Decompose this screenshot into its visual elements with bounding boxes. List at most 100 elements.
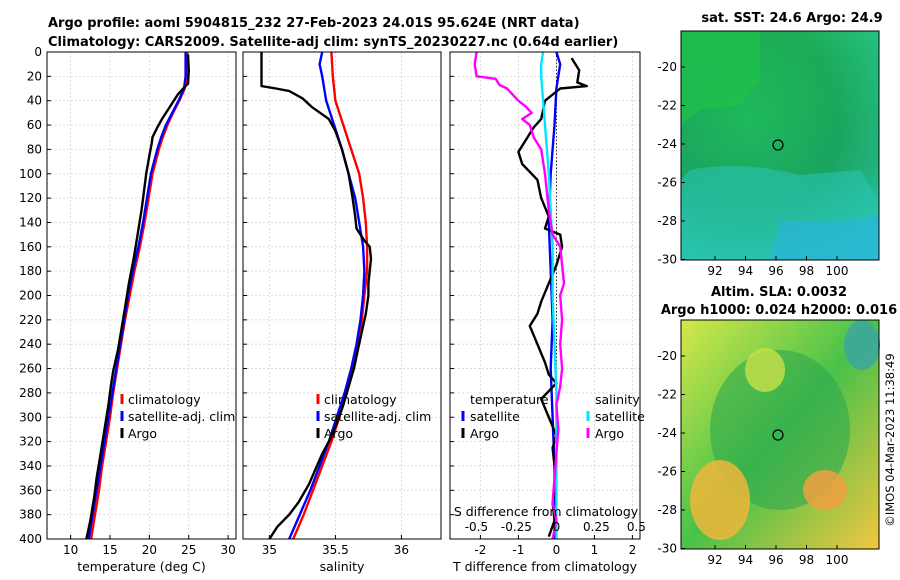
x-tick-label: 15: [102, 543, 117, 557]
map-y-tick-label: -24: [657, 137, 677, 151]
x-tick-label: 30: [220, 543, 235, 557]
map-y-tick-label: -22: [657, 388, 677, 402]
map-x-tick-label: 100: [826, 264, 849, 278]
map-y-tick-label: -30: [657, 542, 677, 556]
y-tick-label: 220: [19, 313, 42, 327]
difference-panel: -2 -1 0 1 2 T difference from climatology S di…: [449, 51, 646, 574]
sla-map-subtitle: Argo h1000: 0.024 h2000: 0.016: [661, 303, 897, 318]
map-y-tick-label: -26: [657, 176, 677, 190]
x-tick-label: 1: [591, 543, 599, 557]
map-x-tick-label: 92: [707, 553, 722, 567]
map-x-tick-label: 96: [768, 553, 783, 567]
x2-tick-label: 0: [553, 520, 561, 534]
x-tick-label: 2: [629, 543, 637, 557]
x2-tick-label: -0.25: [501, 520, 532, 534]
sla-map-title: Altim. SLA: 0.0032: [711, 285, 847, 300]
legend-label: satellite: [470, 409, 520, 424]
legend-label: satellite-adj. clim: [128, 409, 235, 424]
map-x-tick-label: 92: [707, 264, 722, 278]
sla-high-north: [745, 348, 785, 392]
legend-label: climatology: [128, 392, 201, 407]
x-axis-label: temperature (deg C): [77, 559, 206, 574]
y-tick-label: 280: [19, 386, 42, 400]
map-y-tick-label: -28: [657, 214, 677, 228]
x2-tick-label: 0.5: [627, 520, 646, 534]
series-line-argo: [85, 54, 190, 540]
y-tick-label: 360: [19, 483, 42, 497]
figure-title-line1: Argo profile: aoml 5904815_232 27-Feb-20…: [48, 16, 580, 31]
salinity-panel: 35 35.5 36 salinity climatology satellite-adj…: [242, 51, 442, 574]
y-tick-label: 140: [19, 215, 42, 229]
y-tick-label: 320: [19, 435, 42, 449]
sst-map-ticks: 92 94 96 98 100 -20 -22 -24 -26 -28 -30: [657, 60, 848, 278]
x-tick-label: 35: [262, 543, 277, 557]
legend-label: satellite: [595, 409, 645, 424]
series-line-argo: [260, 52, 373, 540]
sla-map-frame: [680, 319, 880, 550]
sst-warm-patch: [681, 31, 760, 125]
x-tick-label: -2: [474, 543, 486, 557]
y-tick-label: 120: [19, 191, 42, 205]
x-tick-label: 10: [63, 543, 78, 557]
y-tick-label: 100: [19, 167, 42, 181]
map-y-tick-label: -20: [657, 349, 677, 363]
series-line-climatology: [292, 51, 369, 540]
plot-frame: [449, 51, 641, 540]
plot-frame: [46, 51, 237, 540]
map-y-tick-label: -30: [657, 253, 677, 267]
sst-coldest-patch: [770, 215, 879, 260]
series-line-satellite-adj-clim: [87, 52, 187, 540]
x-tick-label: 0: [553, 543, 561, 557]
map-x-tick-label: 98: [799, 264, 814, 278]
y-tick-label: 180: [19, 264, 42, 278]
sst-map-frame: [680, 30, 880, 261]
legend-label: salinity: [595, 392, 640, 407]
sla-high-sw: [690, 460, 750, 540]
x-axis-label: T difference from climatology: [452, 559, 638, 574]
legend-label: Argo: [595, 426, 624, 441]
sla-argo-marker: [772, 429, 784, 441]
sla-low-ne: [844, 320, 880, 370]
sla-high-se: [803, 470, 847, 510]
map-x-tick-label: 94: [738, 264, 753, 278]
y-tick-label: 340: [19, 459, 42, 473]
figure-title-line2: Climatology: CARS2009. Satellite-adj cli…: [48, 35, 618, 50]
sst-map-title: sat. SST: 24.6 Argo: 24.9: [701, 11, 882, 26]
sla-map: Altim. SLA: 0.0032 Argo h1000: 0.024 h20…: [657, 285, 897, 567]
map-x-tick-label: 96: [768, 264, 783, 278]
y-tick-label: 40: [27, 94, 42, 108]
y-tick-label: 20: [27, 69, 42, 83]
y-tick-label: 260: [19, 362, 42, 376]
legend-label: Argo: [470, 426, 499, 441]
y-tick-label: 80: [27, 142, 42, 156]
map-y-tick-label: -22: [657, 99, 677, 113]
sst-map: sat. SST: 24.6 Argo: 24.9 92 94 96 98 100 -20…: [657, 11, 882, 278]
plot-frame: [242, 51, 442, 540]
series-line-satellite-adj-clim: [288, 51, 366, 540]
legend-label: temperature: [470, 392, 549, 407]
map-y-tick-label: -20: [657, 60, 677, 74]
legend-label: satellite-adj. clim: [324, 409, 431, 424]
series-line-salinity-argo: [473, 51, 566, 540]
sst-argo-marker: [772, 139, 784, 151]
x-axis-label: salinity: [320, 559, 365, 574]
map-y-tick-label: -24: [657, 426, 677, 440]
y-tick-label: 400: [19, 532, 42, 546]
series-line-salinity-satellite: [540, 51, 558, 539]
y-tick-label: 380: [19, 508, 42, 522]
temperature-panel: 10 15 20 25 30020406080100120140160180200220…: [19, 45, 237, 574]
x-tick-label: 20: [142, 543, 157, 557]
series-line-temperature-argo: [517, 57, 588, 538]
x2-tick-label: -0.5: [465, 520, 488, 534]
x-tick-label: 35.5: [322, 543, 349, 557]
map-y-tick-label: -28: [657, 503, 677, 517]
map-y-tick-label: -26: [657, 465, 677, 479]
y-tick-label: 300: [19, 410, 42, 424]
x2-tick-label: 0.25: [583, 520, 610, 534]
legend-label: Argo: [128, 426, 157, 441]
map-x-tick-label: 98: [799, 553, 814, 567]
y-tick-label: 240: [19, 337, 42, 351]
legend-label: climatology: [324, 392, 397, 407]
x2-axis-label: S difference from climatology: [454, 504, 639, 519]
